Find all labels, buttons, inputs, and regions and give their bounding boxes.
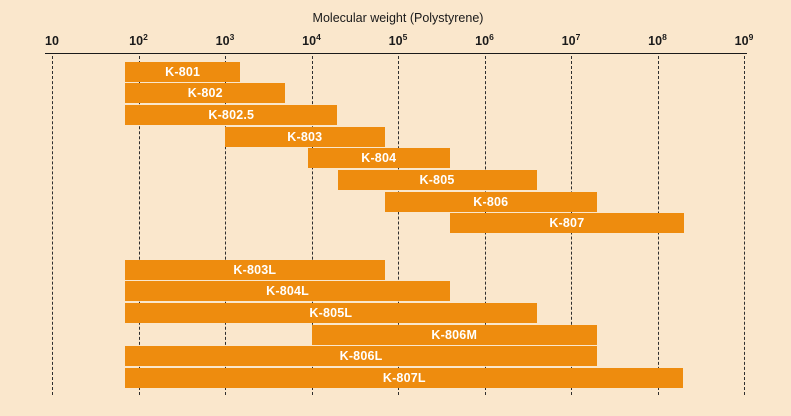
x-axis-tick-label: 102 [129,31,148,48]
bar-label: K-805L [309,306,353,320]
grid-line [225,56,226,395]
grid-line [138,56,140,395]
bar-label: K-803 [287,129,323,144]
grid-line [744,56,745,395]
chart-title: Molecular weight (Polystyrene) [312,11,484,25]
x-axis-line [45,53,747,54]
bar-label: K-803L [233,262,277,277]
mw-range-bar-k-804: K-804 [307,148,450,169]
mw-range-bar-k-804l: K-804L [125,281,451,302]
x-axis-tick-label: 109 [734,31,754,48]
bar-label: K-807 [549,216,585,231]
mw-range-bar-k-803l: K-803L [125,259,385,280]
grid-line [52,56,53,395]
x-axis-tick-label: 106 [475,31,494,48]
bar-label: K-805 [419,173,455,188]
mw-range-bar-k-806l: K-806L [125,346,597,367]
mw-range-bar-k-802.5: K-802.5 [125,105,338,125]
mw-range-bar-k-801: K-801 [125,61,241,82]
mw-range-bar-k-803: K-803 [225,126,385,147]
bar-label: K-806L [339,349,383,364]
mw-range-bar-k-805: K-805 [337,170,537,191]
bar-label: K-806 [473,194,509,209]
x-axis-tick-label: 107 [561,31,581,48]
mw-range-bar-k-807l: K-807L [125,368,684,389]
bar-label: K-801 [165,64,201,79]
bar-label: K-807L [382,371,426,386]
x-axis-tick-label: 103 [215,31,235,48]
x-axis-tick-label: 105 [388,31,408,48]
bar-label: K-804L [266,284,310,299]
bar-label: K-802 [187,86,223,101]
bar-label: K-802.5 [208,108,255,122]
mw-range-bar-k-806m: K-806M [311,324,597,345]
grid-line [398,56,399,395]
bar-label: K-804 [361,151,397,166]
x-axis-tick-label: 104 [302,31,321,48]
mw-range-bar-k-807: K-807 [450,213,684,234]
mw-range-bar-k-805l: K-805L [125,303,537,323]
mw-range-bar-k-806: K-806 [384,191,597,212]
grid-line [311,56,313,395]
x-axis-tick-label: 108 [648,31,667,48]
x-axis-tick-label: 10 [45,34,59,48]
mw-range-bar-k-802: K-802 [125,83,286,104]
bar-label: K-806M [431,327,478,342]
